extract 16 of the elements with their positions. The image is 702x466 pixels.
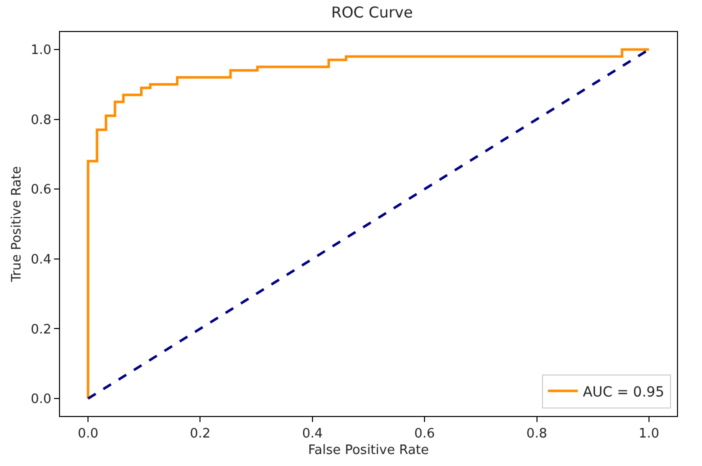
y-tick-label: 0.2 (30, 322, 52, 338)
x-tick-label: 0.0 (78, 426, 98, 442)
legend-label: AUC = 0.95 (582, 384, 664, 400)
y-tick-label: 0.4 (30, 252, 52, 268)
y-axis-title: True Positive Rate (10, 166, 25, 283)
x-tick-label: 0.2 (190, 426, 211, 442)
x-axis-title: False Positive Rate (308, 443, 429, 458)
y-tick-label: 0.0 (30, 392, 52, 408)
x-tick-label: 1.0 (638, 426, 660, 442)
y-tick-label: 0.8 (30, 112, 52, 128)
x-tick-label: 0.8 (526, 426, 548, 442)
x-tick-label: 0.4 (302, 426, 323, 442)
chart-title: ROC Curve (331, 3, 413, 22)
y-tick-label: 1.0 (30, 43, 52, 58)
y-tick-label: 0.6 (30, 182, 52, 198)
x-tick-label: 0.6 (414, 426, 435, 442)
